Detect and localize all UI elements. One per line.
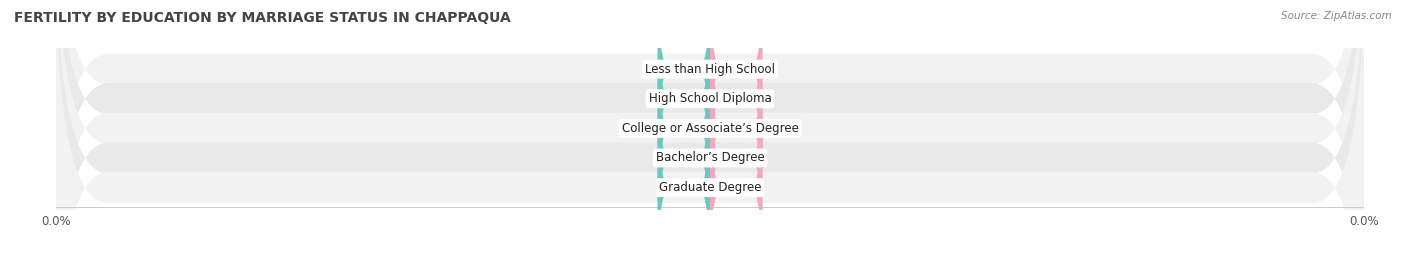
FancyBboxPatch shape (710, 0, 762, 149)
Text: 0.0%: 0.0% (669, 64, 699, 74)
FancyBboxPatch shape (658, 78, 710, 238)
Text: Bachelor’s Degree: Bachelor’s Degree (655, 151, 765, 165)
Text: 0.0%: 0.0% (721, 153, 751, 163)
Text: 0.0%: 0.0% (721, 123, 751, 133)
FancyBboxPatch shape (658, 0, 710, 149)
FancyBboxPatch shape (710, 78, 762, 238)
FancyBboxPatch shape (658, 49, 710, 208)
Text: High School Diploma: High School Diploma (648, 92, 772, 105)
FancyBboxPatch shape (710, 49, 762, 208)
Text: FERTILITY BY EDUCATION BY MARRIAGE STATUS IN CHAPPAQUA: FERTILITY BY EDUCATION BY MARRIAGE STATU… (14, 11, 510, 25)
Legend: Married, Unmarried: Married, Unmarried (631, 266, 789, 269)
FancyBboxPatch shape (56, 0, 1364, 269)
FancyBboxPatch shape (710, 108, 762, 267)
Text: 0.0%: 0.0% (669, 94, 699, 104)
FancyBboxPatch shape (658, 19, 710, 178)
Text: 0.0%: 0.0% (669, 153, 699, 163)
Text: Graduate Degree: Graduate Degree (659, 181, 761, 194)
Text: 0.0%: 0.0% (721, 94, 751, 104)
Text: 0.0%: 0.0% (721, 64, 751, 74)
FancyBboxPatch shape (56, 0, 1364, 269)
Text: 0.0%: 0.0% (669, 123, 699, 133)
FancyBboxPatch shape (56, 0, 1364, 269)
Text: 0.0%: 0.0% (721, 183, 751, 193)
FancyBboxPatch shape (56, 0, 1364, 269)
FancyBboxPatch shape (56, 0, 1364, 269)
Text: College or Associate’s Degree: College or Associate’s Degree (621, 122, 799, 135)
FancyBboxPatch shape (658, 108, 710, 267)
Text: 0.0%: 0.0% (669, 183, 699, 193)
FancyBboxPatch shape (710, 19, 762, 178)
Text: Less than High School: Less than High School (645, 63, 775, 76)
Text: Source: ZipAtlas.com: Source: ZipAtlas.com (1281, 11, 1392, 21)
